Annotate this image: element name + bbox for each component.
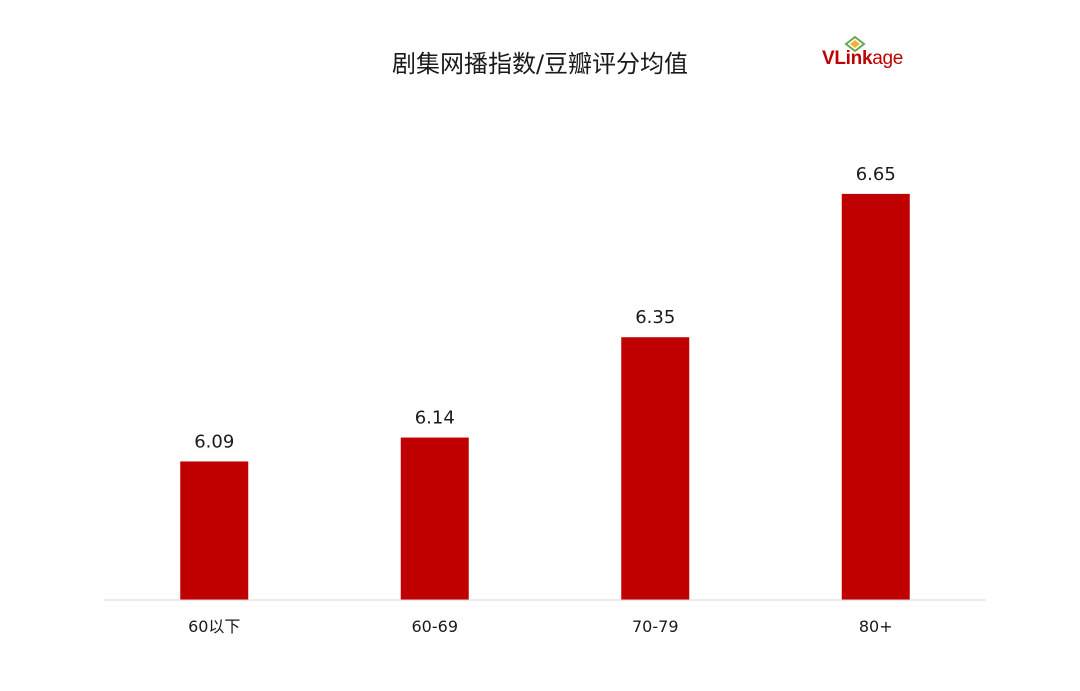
value-label-2: 6.14: [415, 408, 455, 429]
bars-group: [180, 193, 910, 600]
bar-3: [621, 337, 690, 600]
category-label-2: 60-69: [412, 617, 459, 636]
logo-mark-icon: [844, 36, 866, 52]
logo-text: VLinkage: [822, 48, 903, 70]
bar-1: [180, 461, 249, 600]
chart-title: 剧集网播指数/豆瓣评分均值: [391, 50, 689, 78]
logo-text-vlink: VLink: [822, 48, 873, 69]
bar-4: [841, 193, 910, 600]
logo-text-age: age: [872, 48, 904, 69]
category-label-3: 70-79: [632, 617, 679, 636]
category-label-1: 60以下: [188, 617, 240, 636]
bar-2: [400, 437, 469, 600]
value-label-3: 6.35: [635, 307, 675, 328]
value-labels-group: 6.09 6.14 6.35 6.65: [194, 164, 896, 453]
category-labels-group: 60以下 60-69 70-79 80+: [188, 617, 893, 636]
vlinkage-logo: VLinkage: [822, 36, 918, 70]
value-label-4: 6.65: [856, 164, 896, 185]
value-label-1: 6.09: [194, 431, 234, 452]
category-label-4: 80+: [859, 617, 893, 636]
